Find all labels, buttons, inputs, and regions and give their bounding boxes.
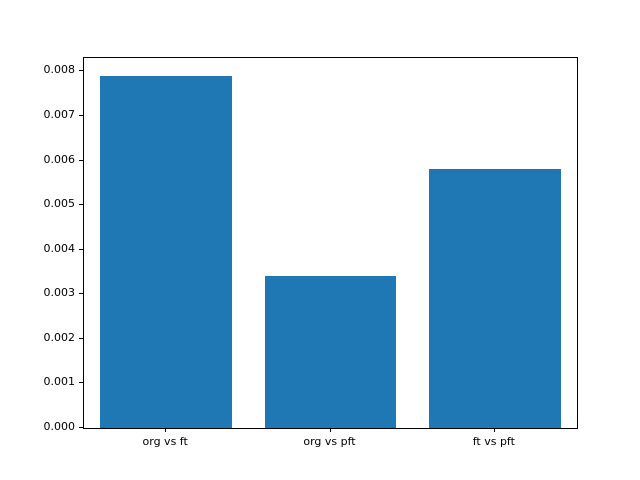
y-tick-mark	[79, 70, 83, 72]
y-tick-label: 0.007	[43, 107, 76, 121]
y-tick-label: 0.003	[43, 286, 76, 300]
y-tick-label: 0.004	[43, 241, 76, 255]
y-tick-mark	[79, 204, 83, 206]
y-tick-label: 0.001	[43, 375, 76, 389]
x-tick-label: ft vs pft	[472, 435, 515, 448]
y-tick-label: 0.006	[43, 152, 76, 166]
y-tick-mark	[79, 337, 83, 339]
y-tick-mark	[79, 293, 83, 295]
y-tick-mark	[79, 427, 83, 428]
y-tick-mark	[79, 114, 83, 116]
y-tick-mark	[79, 159, 83, 161]
y-tick-label: 0.008	[43, 63, 76, 77]
x-tick-mark	[493, 428, 495, 432]
x-tick-label: org vs ft	[142, 435, 188, 448]
plot-area	[83, 57, 578, 429]
x-tick-mark	[329, 428, 331, 432]
y-tick-mark	[79, 382, 83, 384]
bar-org-vs-ft	[100, 75, 232, 428]
x-tick-mark	[165, 428, 167, 432]
x-tick-label: org vs pft	[303, 435, 356, 448]
bar-ft-vs-pft	[429, 169, 561, 428]
y-tick-label: 0.005	[43, 197, 76, 211]
y-tick-mark	[79, 248, 83, 250]
y-tick-label: 0.000	[43, 420, 76, 433]
y-tick-label: 0.002	[43, 330, 76, 344]
bar-org-vs-pft	[264, 276, 397, 428]
